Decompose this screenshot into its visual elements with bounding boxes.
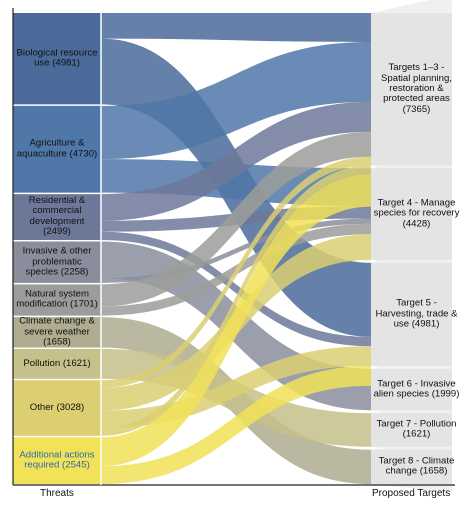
threat-label-natural: Natural system modification (1701)	[16, 288, 98, 310]
threat-node-residential	[13, 194, 101, 240]
threat-label-additional: Additional actions required (2545)	[19, 449, 95, 471]
threat-node-natural	[13, 284, 101, 316]
threat-label-agriculture: Agriculture & aquaculture (4730)	[16, 137, 98, 160]
flow-invasive-t4	[101, 218, 371, 283]
flow-other-t13	[101, 165, 371, 436]
threat-node-invasive	[13, 241, 101, 283]
flow-additional-t13	[101, 174, 371, 467]
target-node-t8	[371, 449, 452, 484]
target-label-t8: Target 8 - Climate change (1658)	[378, 455, 455, 477]
flow-agriculture-t13	[101, 41, 371, 160]
threat-node-biological	[13, 13, 101, 105]
threat-node-agriculture	[13, 105, 101, 193]
target-label-t13: Targets 1–3 - Spatial planning, restorat…	[381, 62, 452, 115]
threat-node-other	[13, 380, 101, 436]
flow-biological-t13	[101, 13, 371, 42]
target-label-t5: Target 5 - Harvesting, trade & use (4981…	[375, 297, 458, 330]
threat-label-biological: Biological resource use (4981)	[16, 47, 98, 69]
target-node-t13	[371, 13, 452, 166]
target-label-t4: Target 4 - Manage species for recovery (…	[373, 197, 460, 230]
flows	[101, 13, 371, 484]
threat-label-residential: Residential & commercial development (24…	[28, 195, 86, 238]
target-nodes	[371, 13, 452, 484]
flow-additional-t5	[101, 365, 371, 484]
threat-node-climate	[13, 317, 101, 348]
threat-node-pollution	[13, 349, 101, 379]
threat-label-pollution: Pollution (1621)	[23, 357, 91, 369]
flow-other-t13	[101, 156, 371, 388]
flow-natural-t13	[101, 131, 371, 307]
flow-residential-t13	[101, 101, 371, 221]
threat-label-other: Other (3028)	[29, 401, 85, 413]
threat-nodes	[13, 13, 101, 484]
target-label-t7: Target 7 - Pollution (1621)	[376, 418, 457, 440]
target-node-t4	[371, 168, 452, 260]
threat-node-additional	[13, 437, 101, 484]
target-node-t6	[371, 368, 452, 411]
flow-residential-t5	[101, 231, 371, 347]
target-node-t5	[371, 262, 452, 366]
axis-label-threats: Threats	[40, 488, 74, 499]
axis-label-targets: Proposed Targets	[372, 488, 451, 499]
threat-label-invasive: Invasive & other problematic species (22…	[22, 245, 92, 278]
target-node-t7	[371, 413, 452, 447]
target-label-t6: Target 6 - Invasive alien species (1999)	[373, 378, 460, 400]
threat-label-climate: Climate change & severe weather (1658)	[19, 315, 95, 348]
